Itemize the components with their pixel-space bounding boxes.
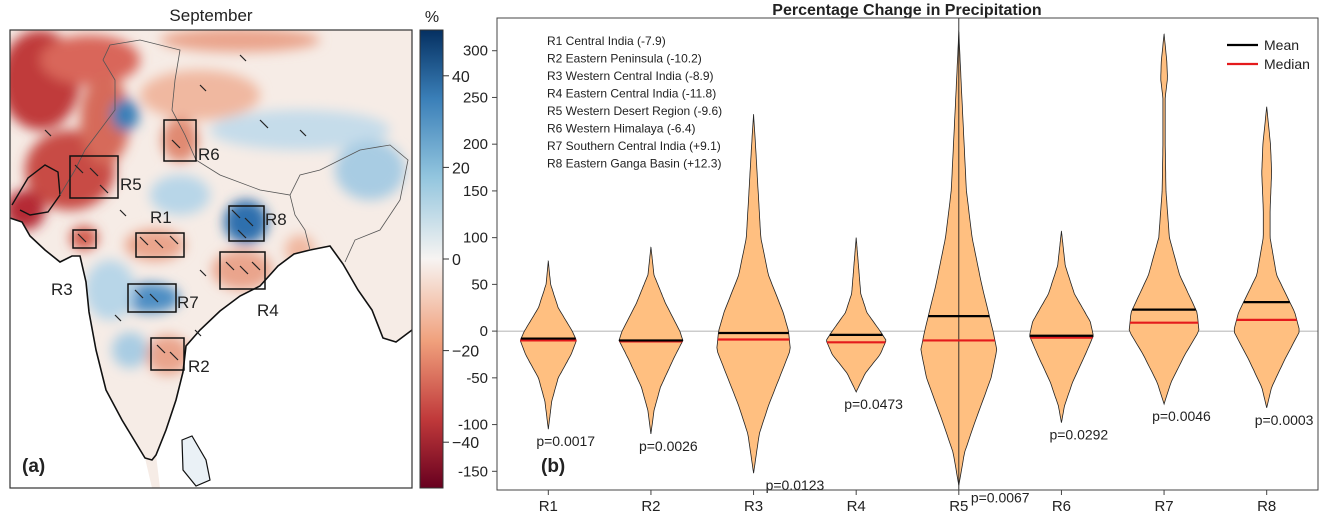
p-value-label: p=0.0123	[766, 477, 825, 493]
colorbar-tick-label: −40	[452, 435, 479, 452]
colorbar-tick-label: −20	[452, 344, 479, 361]
violin-r7	[1128, 33, 1200, 406]
y-tick-label: 250	[463, 89, 488, 106]
y-tick-label: -150	[458, 463, 488, 480]
violin-r3	[716, 113, 791, 474]
colorbar-tick-label: 40	[452, 69, 470, 86]
region-label-r2: R2	[188, 357, 210, 376]
p-value-label: p=0.0046	[1152, 408, 1211, 424]
p-value-label: p=0.0003	[1255, 412, 1314, 428]
violin-r1	[519, 260, 577, 430]
region-box-r8[interactable]	[228, 205, 265, 242]
region-label-r6: R6	[198, 145, 220, 164]
region-note: R4 Eastern Central India (-11.8)	[547, 87, 716, 101]
sri-lanka	[181, 435, 211, 487]
p-value-label: p=0.0067	[971, 489, 1030, 505]
region-boxes	[69, 119, 266, 371]
panel-label-a: (a)	[22, 456, 45, 477]
y-tick-label: 150	[463, 183, 488, 200]
region-box-r5[interactable]	[69, 155, 119, 199]
region-label-r4: R4	[257, 301, 279, 320]
precipitation-map: R1 R2 R3 R4 R5 R6 R7 R8 (a)	[10, 30, 412, 488]
region-label-r8: R8	[265, 210, 287, 229]
p-value-label: p=0.0292	[1049, 427, 1108, 443]
region-note: R5 Western Desert Region (-9.6)	[547, 104, 722, 118]
x-tick-label: R6	[1052, 498, 1071, 515]
y-tick-label: 300	[463, 43, 488, 60]
region-notes: R1 Central India (-7.9) R2 Eastern Penins…	[547, 34, 722, 171]
y-tick-label: -50	[466, 370, 488, 387]
x-tick-label: R4	[847, 498, 866, 515]
y-tick-label: 100	[463, 230, 488, 247]
x-tick-label: R7	[1154, 498, 1173, 515]
region-box-r2[interactable]	[150, 337, 185, 371]
region-label-r3: R3	[51, 280, 73, 299]
y-tick-label: 50	[471, 276, 488, 293]
region-label-r1: R1	[150, 208, 172, 227]
x-tick-label: R3	[744, 498, 763, 515]
colorbar	[419, 29, 444, 489]
panel-label-b: (b)	[541, 456, 565, 477]
colorbar-unit: %	[425, 9, 439, 26]
region-note: R7 Southern Central India (+9.1)	[547, 139, 721, 153]
legend-mean-label: Mean	[1264, 37, 1299, 53]
x-tick-label: R2	[641, 498, 660, 515]
region-note: R2 Eastern Peninsula (-10.2)	[547, 52, 702, 66]
colorbar-tick-label: 20	[452, 160, 470, 177]
plot-frame	[496, 17, 1319, 491]
region-box-r1[interactable]	[135, 232, 185, 258]
p-value-label: p=0.0017	[536, 433, 595, 449]
violin-plot: -150 -100 -50 0 50 100 150 200 250 300 R1 R2 R3 R4 R5 R…	[458, 18, 1318, 515]
legend: Mean Median	[1227, 37, 1310, 72]
chart-title: Percentage Change in Precipitation	[772, 2, 1041, 19]
colorbar-tick-label: 0	[452, 252, 461, 269]
y-tick-label: 200	[463, 136, 488, 153]
region-note: R1 Central India (-7.9)	[547, 34, 666, 48]
arabian-sea	[10, 218, 152, 488]
map-title: September	[169, 6, 252, 25]
x-tick-label: R1	[539, 498, 558, 515]
region-note: R8 Eastern Ganga Basin (+12.3)	[547, 157, 721, 171]
x-tick-label: R5	[949, 498, 968, 515]
region-box-r7[interactable]	[127, 283, 177, 313]
region-box-r3[interactable]	[72, 229, 97, 249]
region-label-r5: R5	[120, 175, 142, 194]
bay-of-bengal	[156, 246, 412, 488]
colorbar-ticks: 40 20 0 −20 −40	[443, 69, 479, 452]
p-value-label: p=0.0026	[639, 438, 698, 454]
coastline	[10, 217, 412, 461]
y-tick-label: -100	[458, 417, 488, 434]
y-tick-label: 0	[480, 323, 488, 340]
violin-r8	[1233, 106, 1300, 408]
significance-hatching	[44, 54, 307, 361]
p-value-label: p=0.0473	[844, 396, 903, 412]
violin-r6	[1029, 230, 1094, 423]
region-note: R6 Western Himalaya (-6.4)	[547, 122, 696, 136]
violin-r4	[826, 237, 887, 393]
region-box-r4[interactable]	[219, 251, 266, 290]
region-label-r7: R7	[177, 293, 199, 312]
region-box-r6[interactable]	[163, 119, 197, 162]
region-note: R3 Western Central India (-8.9)	[547, 69, 714, 83]
x-tick-label: R8	[1257, 498, 1276, 515]
legend-median-label: Median	[1264, 56, 1310, 72]
